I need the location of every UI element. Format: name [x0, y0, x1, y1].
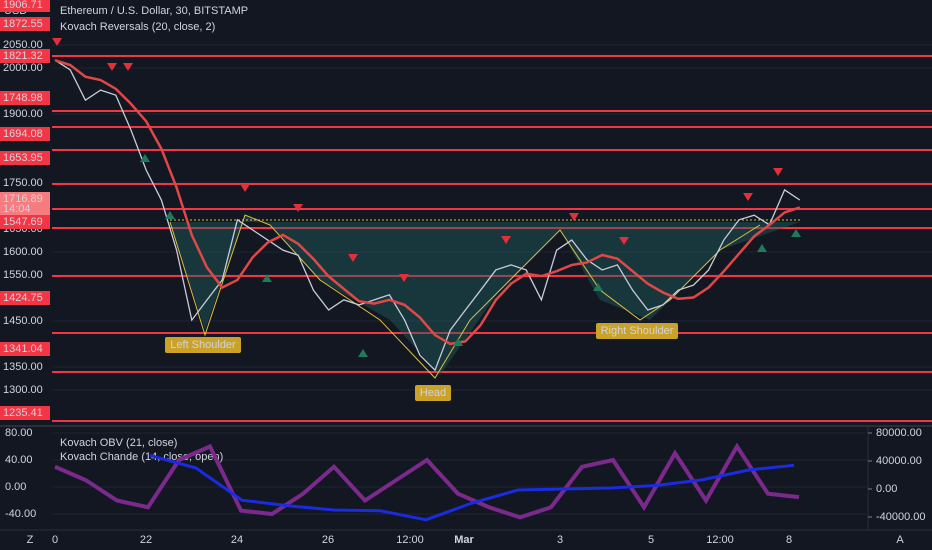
- right-tick-label: 40000.00: [876, 455, 922, 467]
- y-tick-label: 2000.00: [3, 62, 43, 74]
- corner-label[interactable]: Z: [27, 534, 34, 546]
- annotation-box: [596, 323, 678, 339]
- sell-marker: [619, 237, 629, 245]
- level-tag-label: 1424.75: [3, 292, 43, 304]
- sell-marker: [240, 184, 250, 192]
- buy-marker: [262, 274, 272, 282]
- buy-marker: [757, 244, 767, 252]
- level-tag: [0, 202, 50, 216]
- level-tag: [0, 342, 50, 356]
- annotation-box: [165, 337, 241, 353]
- level-tag-label: 1547.69: [3, 216, 43, 228]
- price-line: [54, 59, 801, 372]
- level-tag-label: 1653.95: [3, 152, 43, 164]
- level-tag-label: 1235.41: [3, 407, 43, 419]
- sell-marker: [348, 254, 358, 262]
- corner-label[interactable]: A: [896, 534, 904, 546]
- buy-marker: [593, 283, 603, 291]
- annotation: Right Shoulder: [601, 325, 674, 337]
- time-tick-label: 3: [557, 534, 563, 546]
- level-tag: [0, 91, 50, 105]
- time-tick-label: Mar: [454, 534, 474, 546]
- y-tick-label: 1350.00: [3, 361, 43, 373]
- level-tag: [0, 0, 50, 12]
- moving-average: [54, 58, 801, 346]
- y-tick-label: 1550.00: [3, 269, 43, 281]
- right-tick-label: 0.00: [876, 483, 897, 495]
- level-tag: [0, 17, 50, 31]
- time-tick-label: 8: [786, 534, 792, 546]
- right-tick-label: 80000.00: [876, 427, 922, 439]
- indicator-title: Kovach Reversals (20, close, 2): [60, 21, 215, 33]
- level-tag-label: 1872.55: [3, 18, 43, 30]
- sell-marker: [501, 236, 511, 244]
- level-tag-label: 1716.89: [3, 193, 43, 205]
- time-tick-label: 0: [52, 534, 58, 546]
- level-tag-label: 1694.08: [3, 128, 43, 140]
- obv-line: [149, 453, 795, 522]
- left-tick-label: -40.00: [5, 508, 36, 520]
- level-tag: [0, 49, 50, 63]
- time-tick-label: 5: [648, 534, 654, 546]
- left-tick-label: 40.00: [5, 454, 33, 466]
- sell-marker: [743, 193, 753, 201]
- left-tick-label: 80.00: [5, 427, 33, 439]
- sell-marker: [569, 213, 579, 221]
- buy-marker: [165, 211, 175, 219]
- time-tick-label: 22: [140, 534, 152, 546]
- y-tick-label: 1450.00: [3, 315, 43, 327]
- level-tag-label: 1821.32: [3, 50, 43, 62]
- time-tick-label: 12:00: [706, 534, 734, 546]
- time-tick-label: 24: [231, 534, 243, 546]
- annotation: Left Shoulder: [170, 339, 236, 351]
- level-tag-label: 1341.04: [3, 343, 43, 355]
- symbol-title: Ethereum / U.S. Dollar, 30, BITSTAMP: [60, 5, 248, 17]
- y-tick-label: 1900.00: [3, 108, 43, 120]
- buy-marker: [791, 229, 801, 237]
- chande-line: [54, 442, 800, 520]
- level-tag-label: 1906.71: [3, 0, 43, 11]
- time-tick-label: 26: [322, 534, 334, 546]
- level-tag-label: 14:04: [3, 203, 31, 215]
- sell-marker: [107, 63, 117, 71]
- sell-marker: [773, 168, 783, 176]
- level-tag: [0, 406, 50, 420]
- buy-marker: [358, 349, 368, 357]
- annotation-box: [415, 385, 451, 401]
- y-tick-label: 1300.00: [3, 384, 43, 396]
- level-tag: [0, 291, 50, 305]
- level-tag: [0, 215, 50, 229]
- time-tick-label: 12:00: [396, 534, 424, 546]
- buy-marker: [140, 154, 150, 162]
- level-tag: [0, 151, 50, 165]
- sell-marker: [52, 38, 62, 46]
- y-tick-label: 1600.00: [3, 246, 43, 258]
- buy-marker: [453, 338, 463, 346]
- sell-marker: [123, 63, 133, 71]
- y-tick-label: 1750.00: [3, 177, 43, 189]
- level-tag: [0, 127, 50, 141]
- left-tick-label: 0.00: [5, 481, 26, 493]
- level-tag-label: 1748.98: [3, 92, 43, 104]
- y-tick-label: 2050.00: [3, 39, 43, 51]
- sell-marker: [399, 274, 409, 282]
- sell-marker: [293, 204, 303, 212]
- annotation: Head: [420, 387, 446, 399]
- pattern-area: [170, 215, 800, 375]
- obv-title: Kovach OBV (21, close): [60, 437, 177, 449]
- right-tick-label: -40000.00: [876, 511, 926, 523]
